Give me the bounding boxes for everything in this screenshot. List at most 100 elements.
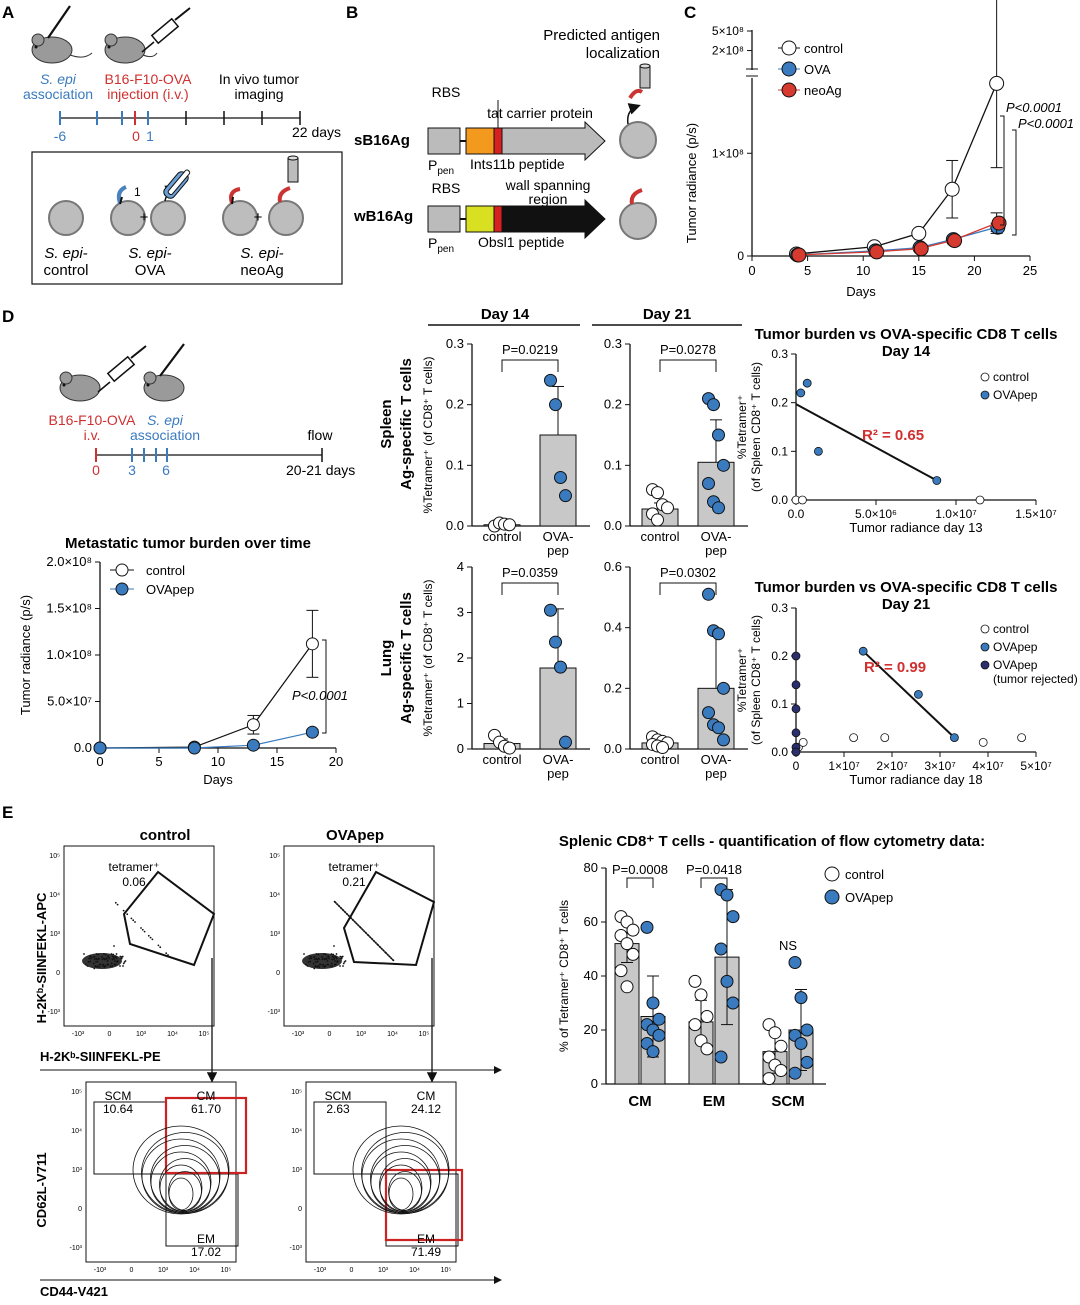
cm-value: 61.70 — [191, 1102, 221, 1116]
scm-gate — [313, 1101, 387, 1175]
flow-x-bot: CD44-V421 — [40, 1284, 108, 1299]
point-ovapep — [712, 627, 725, 641]
scatter-point — [932, 476, 942, 485]
legend-marker — [781, 61, 797, 77]
bacterium-icon — [48, 200, 84, 236]
flow-event — [366, 933, 369, 936]
chart-spleen-d21: 0.0 0.1 0.2 0.3 control OVA-pep P=0.0278 — [604, 336, 748, 558]
contour-line — [141, 1138, 221, 1214]
s-carrier-label: tat carrier protein — [487, 105, 593, 121]
flow-tick: 0 — [56, 970, 60, 977]
chart-e-quant: 0 20 40 60 80 % of Tetramer⁺ CD8⁺ T cells CM EM… — [557, 860, 893, 1110]
d-tick-0: 0 — [92, 462, 100, 478]
data-point-neoAg — [913, 241, 929, 257]
point-OVApep — [646, 996, 660, 1010]
bacterium-ova-icon: 1 + — [110, 169, 191, 236]
flow-event — [345, 912, 348, 915]
scm-value: 10.64 — [103, 1102, 133, 1116]
legend-label: control — [845, 867, 884, 882]
y-tick-label: 5.0×10⁷ — [47, 694, 92, 709]
x-tick-label: 1.5×10⁷ — [1015, 507, 1056, 521]
legend-label: OVApep — [845, 890, 893, 905]
y-tick-label: 0.0 — [446, 518, 464, 533]
data-point-neoAg — [991, 215, 1007, 231]
x-axis-label: Tumor radiance day 18 — [849, 772, 982, 787]
flow-event — [114, 901, 117, 904]
lung-row-label-2: Ag-specific T cells — [398, 592, 415, 724]
x-category-label: control — [640, 529, 679, 544]
panel-d-letter: D — [2, 307, 14, 326]
scatter-point — [791, 728, 801, 738]
d-flow-label: flow — [308, 427, 334, 443]
strain-label-control-2: control — [43, 262, 88, 279]
point-OVApep — [788, 956, 802, 969]
data-point-control — [944, 181, 960, 197]
chart-title: Metastatic tumor burden over time — [65, 535, 311, 552]
data-point-control — [989, 75, 1005, 91]
point-OVApep — [652, 1028, 666, 1042]
tetramer-label: tetramer⁺ — [328, 860, 379, 874]
scm-label: SCM — [105, 1089, 132, 1103]
flow-tick: 10⁵ — [71, 1089, 82, 1096]
bar — [697, 461, 735, 527]
point-control — [762, 1072, 776, 1086]
y-axis-label: Tumor radiance (p/s) — [18, 595, 33, 715]
d-tick-6: 6 — [162, 462, 170, 478]
point-ovapep — [712, 428, 725, 442]
x-tick-label: 25 — [1023, 263, 1037, 278]
pval-c-2: P<0.0001 — [1018, 116, 1074, 131]
flow-tick: 10³ — [270, 931, 281, 938]
flow-tick: 10³ — [158, 1267, 169, 1274]
flow-event — [115, 953, 118, 955]
x-tick-label: 5×10⁷ — [1020, 759, 1051, 773]
y-tick-label: 0.2 — [771, 396, 788, 410]
rbs-label: RBS — [432, 84, 461, 100]
flow-event — [358, 925, 361, 928]
contour-line — [361, 1138, 441, 1214]
point-OVApep — [714, 1050, 728, 1064]
legend-marker — [824, 866, 840, 882]
scatter-point — [791, 680, 801, 690]
flow-tick: 0 — [328, 1031, 332, 1038]
y-axis-label: %Tetramer⁺ — [735, 648, 749, 712]
x-axis-label: Tumor radiance day 13 — [849, 520, 982, 535]
flow-tick: -10³ — [290, 1245, 303, 1252]
point-ovapep — [559, 489, 572, 503]
flow-event — [147, 934, 150, 937]
flow-tick: 10³ — [378, 1267, 389, 1274]
contour-line — [150, 1145, 220, 1213]
pval-c-1: P<0.0001 — [1006, 100, 1062, 115]
d-iv-label: i.v. — [84, 427, 101, 443]
r2-label: R² = 0.65 — [862, 427, 924, 444]
w-construct — [427, 198, 606, 240]
legend-label: OVApep — [993, 658, 1038, 672]
legend-label: neoAg — [804, 83, 842, 98]
contour-line — [388, 1171, 422, 1211]
series-line-neoAg — [796, 222, 997, 256]
flow-plots: -10³ 0 10³ 10⁴ 10⁵-10³010³10⁴10⁵tetramer⁺0.0… — [40, 845, 502, 1284]
y-tick-label: 0.4 — [604, 620, 622, 635]
d-association-label: association — [130, 427, 200, 443]
panel-e-letter: E — [2, 803, 13, 822]
flow-plot-frame — [283, 845, 435, 1027]
point-OVApep — [794, 991, 808, 1005]
flow-tick: 10⁵ — [291, 1089, 302, 1096]
pvalue-label: P=0.0359 — [502, 565, 558, 580]
x-tick-label: 5 — [804, 263, 811, 278]
flow-event — [372, 939, 375, 942]
s-construct — [427, 100, 606, 162]
strain-box — [31, 151, 343, 285]
flow-event — [376, 943, 379, 946]
flow-event — [157, 944, 160, 947]
syringe-icon — [97, 345, 147, 393]
swab-icon — [159, 343, 185, 377]
flow-ctrl-title: control — [140, 827, 191, 844]
bar — [539, 667, 577, 750]
point-OVApep — [726, 996, 740, 1010]
tick-22-days: 22 days — [292, 124, 341, 140]
point-ovapep — [717, 733, 730, 747]
flow-tick: -10³ — [70, 1245, 83, 1252]
w-peptide-label: Obsl1 peptide — [478, 234, 565, 250]
point-ovapep — [559, 735, 572, 749]
data-point-neoAg — [947, 233, 963, 249]
